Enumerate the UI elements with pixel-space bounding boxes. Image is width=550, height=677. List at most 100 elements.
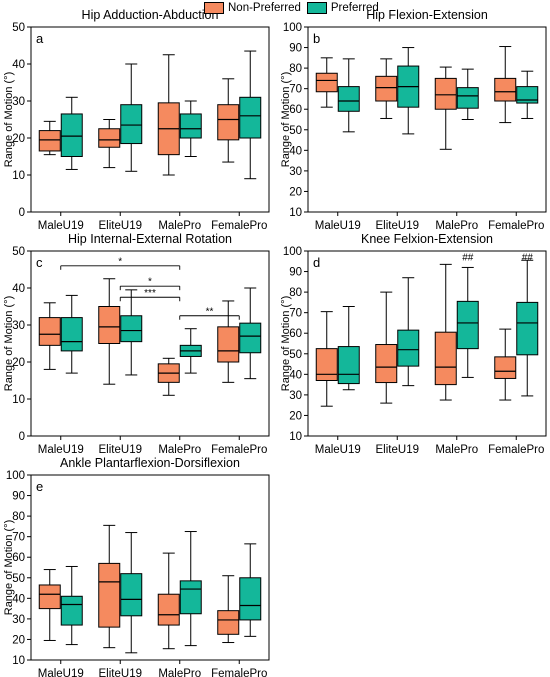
x-tick-label: MaleU19	[38, 220, 84, 232]
x-tick-label: MaleU19	[315, 220, 361, 232]
y-tick-label: 20	[12, 133, 25, 145]
box-preferred	[397, 277, 420, 387]
y-tick-label: 20	[289, 410, 302, 422]
box-non-preferred	[315, 311, 338, 407]
panel-label: e	[36, 479, 43, 494]
x-tick-label: FemalePro	[211, 444, 267, 456]
box-preferred	[397, 47, 420, 135]
x-tick-label: EliteU19	[99, 220, 142, 232]
box-iqr	[434, 77, 457, 110]
y-tick-label: 30	[289, 166, 302, 178]
box-preferred	[239, 287, 262, 380]
box-non-preferred	[38, 569, 61, 641]
panel-label: d	[313, 255, 320, 270]
y-axis-label: Range of Motion (°)	[3, 72, 15, 168]
box-non-preferred	[375, 291, 398, 404]
box-iqr	[239, 96, 262, 139]
box-non-preferred	[157, 357, 180, 396]
box-preferred	[179, 100, 202, 157]
panel-e: Ankle Plantarflexion-Dorsiflexion Range o…	[3, 456, 270, 677]
significance-bracket: ***	[119, 288, 181, 302]
x-tick-label: MalePro	[158, 220, 201, 232]
box-preferred	[516, 259, 539, 397]
panel-title: Ankle Plantarflexion-Dorsiflexion	[60, 456, 240, 470]
box-non-preferred	[217, 300, 240, 383]
box-preferred	[60, 96, 83, 170]
y-tick-label: 0	[19, 207, 25, 219]
box-iqr	[38, 584, 61, 610]
box-iqr	[60, 595, 83, 626]
box-preferred	[239, 543, 262, 637]
y-tick-label: 10	[12, 170, 25, 182]
box-iqr	[456, 300, 479, 350]
y-tick-label: 30	[12, 320, 25, 332]
y-tick-label: 100	[283, 22, 302, 34]
box-iqr	[179, 113, 202, 139]
x-tick-label: FemalePro	[488, 444, 544, 456]
y-tick-label: 40	[12, 593, 25, 605]
box-preferred	[337, 306, 360, 391]
y-tick-label: 100	[6, 470, 25, 482]
significance-label: ##	[522, 252, 534, 263]
legend: Non-Preferred Preferred	[204, 0, 379, 16]
y-tick-label: 10	[12, 655, 25, 667]
significance-label: ##	[462, 252, 474, 263]
box-iqr	[179, 580, 202, 615]
box-iqr	[239, 322, 262, 354]
significance-label: *	[118, 256, 122, 267]
panel-title: Knee Felxion-Extension	[361, 232, 493, 246]
box-iqr	[315, 348, 338, 381]
box-iqr	[120, 573, 143, 617]
box-non-preferred	[98, 524, 121, 649]
box-non-preferred	[494, 328, 517, 401]
box-preferred	[120, 63, 143, 172]
box-preferred	[179, 531, 202, 647]
box-iqr	[375, 75, 398, 102]
box-iqr	[60, 113, 83, 157]
box-iqr	[434, 331, 457, 386]
box-iqr	[38, 130, 61, 152]
y-tick-label: 50	[289, 125, 302, 137]
y-tick-label: 30	[12, 96, 25, 108]
box-iqr	[494, 356, 517, 379]
box-iqr	[98, 128, 121, 148]
y-tick-label: 10	[289, 207, 302, 219]
x-tick-label: EliteU19	[99, 668, 142, 677]
panel-title: Hip Flexion-Extension	[366, 8, 488, 22]
y-tick-label: 50	[12, 246, 25, 258]
plot-frame	[30, 26, 270, 213]
y-axis-label: Range of Motion (°)	[280, 296, 292, 392]
x-tick-label: MalePro	[435, 220, 478, 232]
box-non-preferred	[157, 552, 180, 650]
box-iqr	[98, 562, 121, 628]
y-tick-label: 60	[289, 328, 302, 340]
box-iqr	[239, 577, 262, 621]
y-tick-label: 70	[289, 308, 302, 320]
significance-bracket: *	[60, 256, 181, 270]
box-iqr	[217, 104, 240, 141]
legend-swatch-preferred	[306, 2, 327, 14]
panel-title: Hip Internal-External Rotation	[68, 232, 232, 246]
panel-c: Hip Internal-External Rotation Range of M…	[3, 232, 270, 456]
panel-a: Hip Adduction-Abduction Range of Motion (…	[3, 8, 270, 232]
y-tick-label: 30	[12, 614, 25, 626]
y-axis-label: Range of Motion (°)	[3, 520, 15, 616]
y-tick-label: 20	[12, 634, 25, 646]
box-non-preferred	[494, 46, 517, 124]
plot-frame	[30, 250, 270, 437]
y-tick-label: 90	[289, 267, 302, 279]
plot-frame	[307, 250, 547, 437]
box-preferred	[456, 68, 479, 120]
box-iqr	[397, 329, 420, 367]
box-iqr	[516, 301, 539, 356]
y-axis-label: Range of Motion (°)	[280, 72, 292, 168]
box-preferred	[120, 532, 143, 654]
y-tick-label: 90	[12, 491, 25, 503]
panel-label: c	[36, 255, 43, 270]
box-preferred	[516, 70, 539, 119]
y-tick-label: 10	[12, 394, 25, 406]
y-axis-label: Range of Motion (°)	[3, 296, 15, 392]
x-tick-label: MaleU19	[38, 668, 84, 677]
box-iqr	[60, 317, 83, 352]
box-non-preferred	[434, 66, 457, 150]
